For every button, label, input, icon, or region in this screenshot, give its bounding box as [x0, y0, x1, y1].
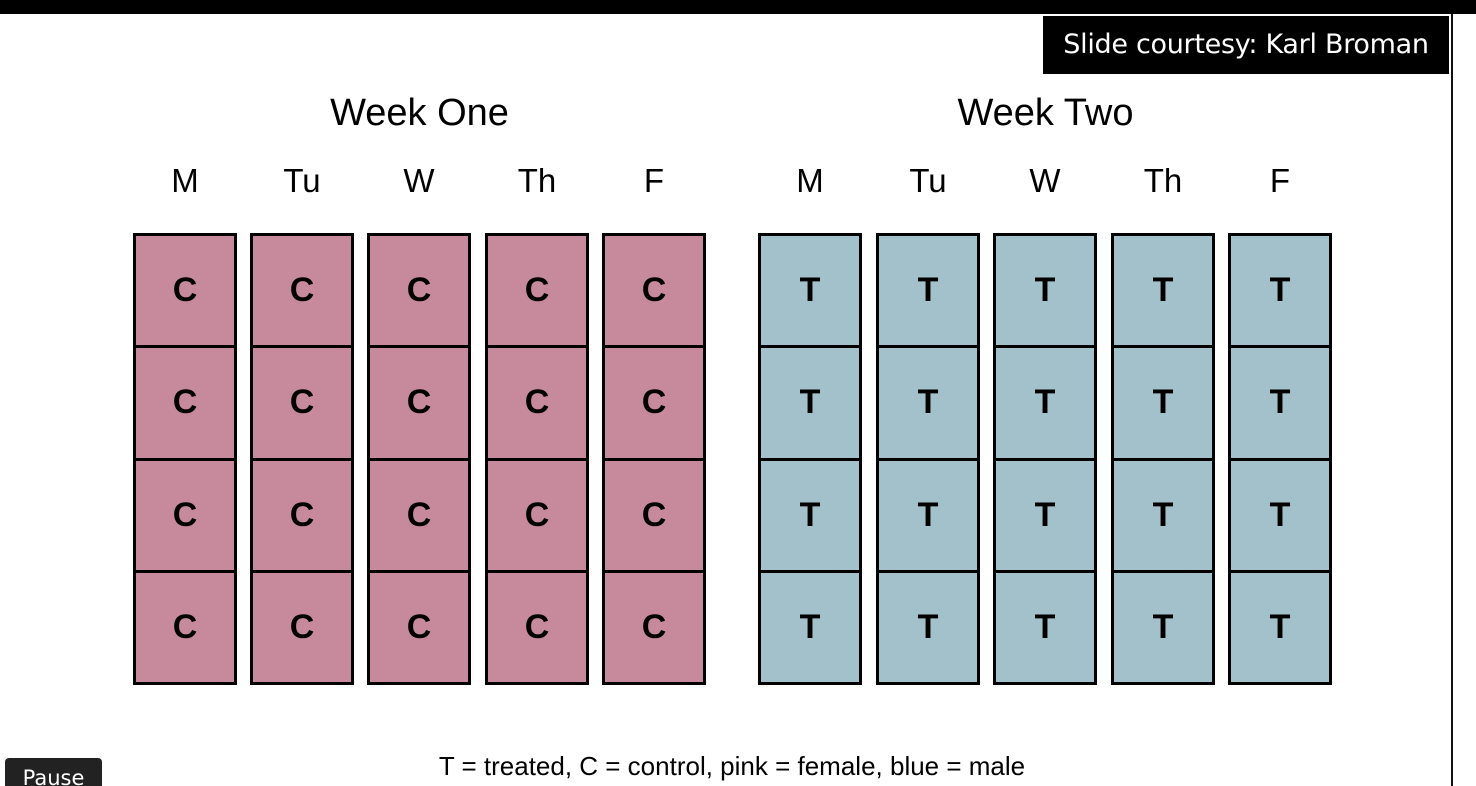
group-cell: T — [1231, 572, 1329, 682]
group-cell: T — [1114, 460, 1212, 573]
group-cell: C — [370, 236, 468, 349]
group-cell: C — [253, 236, 351, 349]
group-cell: C — [370, 348, 468, 461]
week-two-day-column-f: T T T T — [1228, 233, 1332, 685]
group-cell: C — [253, 460, 351, 573]
week-two-day-label-m: M — [796, 162, 824, 199]
group-cell: T — [1231, 236, 1329, 349]
group-cell: C — [488, 460, 586, 573]
group-cell: T — [879, 236, 977, 349]
group-cell: T — [1114, 236, 1212, 349]
group-cell: C — [370, 572, 468, 682]
week-one-day-label-th: Th — [517, 162, 557, 199]
top-bar — [0, 0, 1476, 14]
week-two-day-label-f: F — [1269, 162, 1291, 199]
group-cell: C — [136, 572, 234, 682]
group-cell: T — [761, 348, 859, 461]
group-cell: T — [996, 460, 1094, 573]
week-one-day-column-th: C C C C — [485, 233, 589, 685]
week-two-title: Week Two — [957, 92, 1134, 134]
group-cell: T — [761, 572, 859, 682]
week-two-day-column-th: T T T T — [1111, 233, 1215, 685]
group-cell: T — [761, 236, 859, 349]
group-cell: T — [996, 236, 1094, 349]
slide-courtesy-banner: Slide courtesy: Karl Broman — [1043, 16, 1449, 74]
group-cell: T — [1231, 460, 1329, 573]
group-cell: T — [1231, 348, 1329, 461]
week-one-day-column-m: C C C C — [133, 233, 237, 685]
week-one-day-label-m: M — [171, 162, 199, 199]
group-cell: C — [488, 236, 586, 349]
group-cell: C — [605, 572, 703, 682]
group-cell: C — [253, 572, 351, 682]
group-cell: T — [996, 572, 1094, 682]
group-cell: C — [488, 572, 586, 682]
week-two-day-column-m: T T T T — [758, 233, 862, 685]
frame-border — [1451, 14, 1453, 786]
week-one-day-column-f: C C C C — [602, 233, 706, 685]
group-cell: C — [488, 348, 586, 461]
week-one-day-column-w: C C C C — [367, 233, 471, 685]
week-two-day-label-w: W — [1029, 162, 1061, 199]
week-one-day-column-tu: C C C C — [250, 233, 354, 685]
group-cell: C — [605, 460, 703, 573]
week-two-day-column-tu: T T T T — [876, 233, 980, 685]
group-cell: T — [879, 460, 977, 573]
group-cell: T — [1114, 348, 1212, 461]
week-two-day-column-w: T T T T — [993, 233, 1097, 685]
pause-button[interactable]: Pause — [5, 758, 102, 786]
week-one-day-label-tu: Tu — [283, 162, 321, 199]
legend-caption: T = treated, C = control, pink = female,… — [438, 751, 1026, 781]
week-one-title: Week One — [330, 92, 509, 134]
group-cell: C — [605, 236, 703, 349]
week-one-day-label-f: F — [643, 162, 665, 199]
week-two-day-label-th: Th — [1143, 162, 1183, 199]
group-cell: C — [136, 236, 234, 349]
group-cell: T — [996, 348, 1094, 461]
group-cell: C — [605, 348, 703, 461]
group-cell: C — [136, 348, 234, 461]
group-cell: T — [879, 348, 977, 461]
week-one-day-label-w: W — [403, 162, 435, 199]
group-cell: T — [879, 572, 977, 682]
week-two-day-label-tu: Tu — [909, 162, 947, 199]
group-cell: T — [1114, 572, 1212, 682]
group-cell: C — [136, 460, 234, 573]
group-cell: C — [370, 460, 468, 573]
group-cell: C — [253, 348, 351, 461]
group-cell: T — [761, 460, 859, 573]
